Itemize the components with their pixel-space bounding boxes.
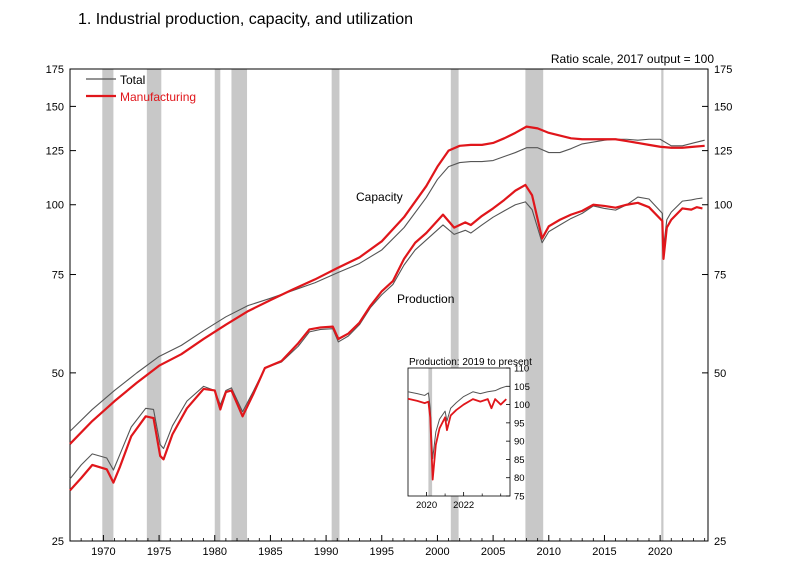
inset-series-line-total (407, 385, 507, 460)
y-tick-label-right-100: 100 (714, 200, 732, 212)
y-tick-label-right-75: 75 (714, 270, 726, 282)
series-line-capacity-total (69, 138, 705, 432)
inset-title: Production: 2019 to present (409, 357, 532, 368)
x-tick-label-1975: 1975 (147, 546, 171, 558)
main-series-lines (69, 125, 705, 492)
main-plot-frame (69, 68, 709, 542)
figure-title: 1. Industrial production, capacity, and … (78, 11, 413, 28)
x-tick-label-2010: 2010 (537, 546, 561, 558)
inset-y-tick-label-100: 100 (514, 400, 530, 411)
inset-y-tick-label-95: 95 (514, 418, 525, 429)
legend-label-total: Total (120, 73, 145, 87)
recession-band-6 (450, 69, 459, 541)
inset-series-line-manufacturing (407, 397, 507, 481)
y-tick-label-left-25: 25 (52, 536, 64, 548)
recession-band-3 (214, 69, 221, 541)
inset-y-tick-label-105: 105 (514, 382, 530, 393)
inset-axes: 75 80 85 90 95 100 105 110 2020 2022 (416, 364, 530, 512)
y-tick-label-right-25: 25 (714, 536, 726, 548)
y-tick-label-right-125: 125 (714, 146, 732, 158)
x-tick-label-2015: 2015 (592, 546, 616, 558)
x-tick-label-1985: 1985 (258, 546, 282, 558)
main-axes: 25 25 50 50 75 75 100 100 125 125 150 150 175 175 1970… (46, 64, 733, 558)
inset-plot-frame (407, 367, 511, 497)
y-tick-label-right-150: 150 (714, 101, 732, 113)
x-tick-label-1980: 1980 (203, 546, 227, 558)
inset-x-tick-label-2022: 2022 (453, 500, 474, 511)
recession-band-5 (331, 69, 340, 541)
legend-label-manufacturing: Manufacturing (120, 90, 196, 104)
x-tick-label-2020: 2020 (648, 546, 672, 558)
y-tick-label-left-100: 100 (46, 200, 64, 212)
inset-y-tick-label-90: 90 (514, 437, 525, 448)
x-tick-label-2005: 2005 (481, 546, 505, 558)
y-tick-label-left-125: 125 (46, 146, 64, 158)
y-tick-label-left-50: 50 (52, 368, 64, 380)
y-tick-label-left-75: 75 (52, 270, 64, 282)
recession-band-4 (231, 69, 248, 541)
y-tick-label-right-50: 50 (714, 368, 726, 380)
x-tick-label-2000: 2000 (425, 546, 449, 558)
legend: Total Manufacturing (86, 73, 196, 104)
x-tick-label-1970: 1970 (91, 546, 115, 558)
inset-series-lines (407, 385, 507, 481)
recession-band-8 (661, 69, 664, 541)
recession-band-2 (146, 69, 162, 541)
inset-y-tick-label-85: 85 (514, 455, 525, 466)
inset-y-tick-label-75: 75 (514, 492, 525, 503)
x-tick-label-1990: 1990 (314, 546, 338, 558)
series-line-production-total (69, 196, 703, 480)
capacity-annotation: Capacity (356, 190, 403, 204)
y-tick-label-left-175: 175 (46, 64, 64, 76)
y-tick-label-right-175: 175 (714, 64, 732, 76)
recession-band-7 (525, 69, 544, 541)
inset-y-tick-label-110: 110 (514, 364, 529, 375)
scale-note: Ratio scale, 2017 output = 100 (551, 52, 714, 66)
series-line-production-manufacturing (69, 183, 703, 492)
x-tick-label-1995: 1995 (370, 546, 394, 558)
inset-x-tick-label-2020: 2020 (416, 500, 437, 511)
inset-y-tick-label-80: 80 (514, 473, 525, 484)
production-annotation: Production (397, 292, 454, 306)
inset-background (408, 368, 510, 496)
series-line-capacity-manufacturing (69, 125, 705, 445)
recession-band-1 (102, 69, 114, 541)
y-tick-label-left-150: 150 (46, 101, 64, 113)
recession-bands (102, 69, 664, 541)
